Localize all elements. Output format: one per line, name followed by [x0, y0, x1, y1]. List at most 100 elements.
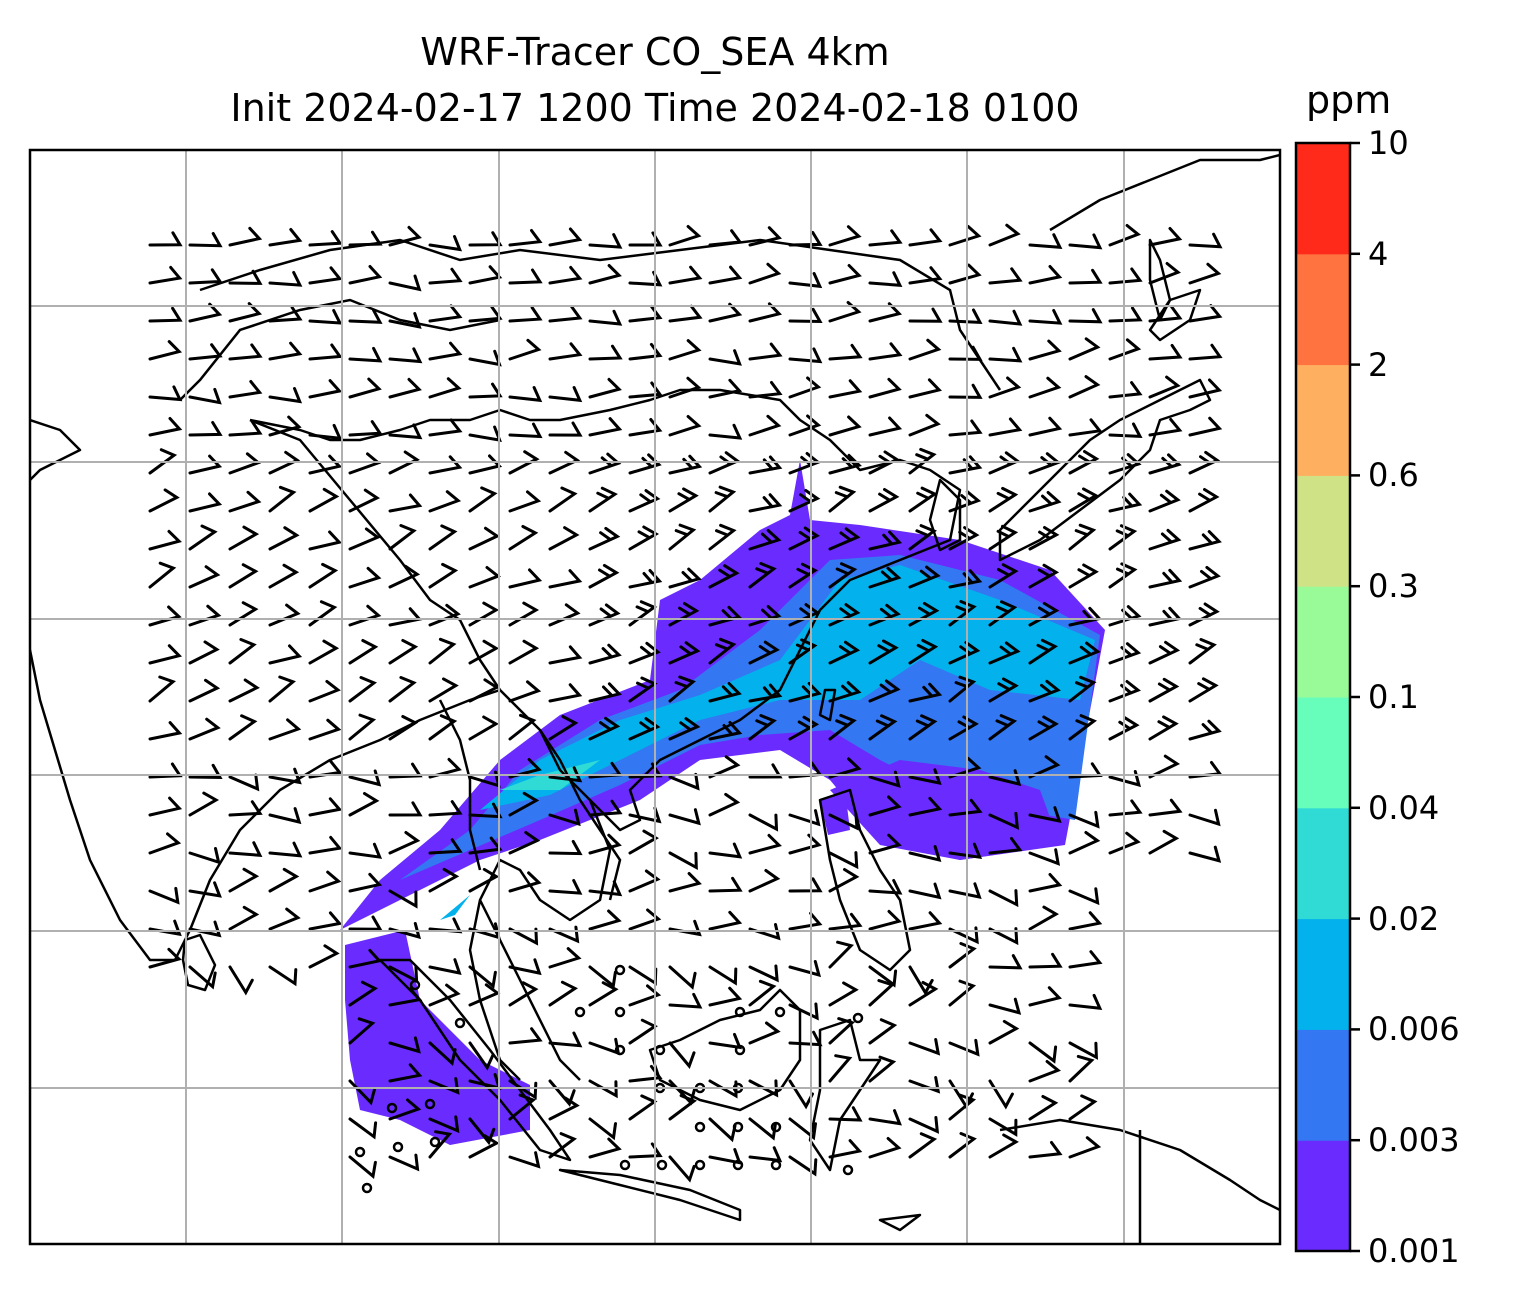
wind-barb — [308, 870, 342, 893]
wind-barb — [188, 717, 221, 741]
wind-barb — [668, 339, 702, 361]
colorbar-segment — [1296, 143, 1350, 255]
wind-barb — [1068, 714, 1097, 741]
wind-barb — [1108, 492, 1143, 513]
wind-barb — [828, 851, 859, 870]
wind-barb — [1148, 829, 1180, 855]
wind-barb — [988, 811, 1020, 830]
wind-barb — [348, 639, 379, 665]
wind-barb — [268, 563, 300, 589]
wind-barb — [508, 306, 543, 323]
wind-barb — [348, 566, 382, 589]
wind-barb — [908, 1116, 940, 1134]
wind-barb — [508, 831, 541, 855]
wind-barb — [548, 808, 581, 827]
wind-barb — [548, 569, 583, 589]
wind-barb — [428, 677, 459, 703]
wind-barb — [268, 718, 302, 741]
wind-barb — [628, 641, 661, 665]
wind-barb — [1068, 308, 1103, 324]
wind-barb — [868, 979, 896, 1007]
wind-barb — [988, 223, 1021, 247]
wind-barb — [228, 380, 263, 399]
wind-barb — [988, 417, 1023, 437]
wind-barb — [468, 1117, 496, 1146]
wind-barb — [1188, 378, 1223, 399]
coast-timor — [878, 1213, 922, 1232]
wind-barb — [348, 230, 383, 247]
wind-barb — [748, 923, 781, 941]
wind-barb — [1108, 799, 1143, 817]
wind-barb — [148, 886, 180, 905]
wind-barb — [228, 905, 260, 931]
coast-sulawesi — [808, 1018, 882, 1172]
wind-barb — [708, 423, 743, 440]
wind-barb — [1028, 265, 1063, 285]
wind-barb — [788, 1030, 823, 1047]
wind-barb — [508, 268, 543, 285]
wind-barb — [668, 225, 702, 247]
wind-barb — [1188, 719, 1222, 741]
wind-barb — [868, 679, 901, 703]
colorbar-tick-label: 0.3 — [1368, 567, 1419, 606]
wind-barb — [388, 1153, 420, 1172]
coast-japan — [998, 378, 1212, 562]
wind-barb — [1188, 232, 1223, 249]
wind-barb — [188, 268, 223, 285]
wind-barb — [828, 264, 862, 285]
wind-barb — [148, 561, 177, 589]
wind-barb — [748, 1021, 781, 1045]
wind-barb — [148, 605, 182, 627]
wind-barb — [1108, 524, 1138, 551]
wind-barb — [1028, 715, 1059, 741]
wind-barb — [748, 493, 783, 513]
wind-barb — [748, 833, 782, 855]
wind-barb — [388, 423, 423, 440]
wind-barb — [588, 1079, 618, 1099]
wind-barb — [1108, 306, 1143, 323]
wind-barb — [428, 490, 462, 513]
wind-barb — [868, 1055, 897, 1083]
wind-barb — [548, 1096, 580, 1121]
wind-barb — [348, 604, 382, 627]
wind-barb — [228, 714, 258, 741]
wind-barb — [1148, 640, 1181, 665]
wind-barb — [588, 880, 623, 897]
colorbar-segment — [1296, 697, 1350, 809]
wind-barb — [868, 639, 899, 665]
wind-barb — [788, 877, 823, 893]
wind-barb — [908, 378, 942, 399]
wind-barb — [748, 226, 782, 247]
wind-barb — [788, 1002, 819, 1021]
wind-barb — [1068, 487, 1099, 513]
wind-barb — [188, 565, 221, 589]
wind-barb — [188, 965, 217, 990]
wind-barb — [308, 423, 343, 440]
wind-barb — [1188, 677, 1219, 703]
wind-barb — [188, 847, 221, 865]
wind-barb — [948, 641, 981, 665]
wind-barb — [1028, 601, 1060, 627]
wind-barb — [588, 799, 623, 817]
wind-barb — [268, 526, 300, 551]
wind-barb — [268, 807, 302, 825]
wind-barb — [628, 829, 660, 855]
wind-barb — [788, 715, 820, 741]
wind-barb — [148, 340, 183, 361]
wind-barb — [868, 229, 903, 247]
wind-barb — [228, 601, 259, 627]
wind-barb — [868, 909, 902, 931]
wind-barb — [348, 676, 377, 703]
wind-barb — [988, 641, 1021, 665]
wind-barb — [148, 675, 176, 703]
wind-barb — [308, 911, 343, 931]
wind-barb — [1028, 848, 1061, 866]
wind-barb — [588, 264, 622, 285]
wind-barb — [748, 640, 780, 665]
wind-barb — [988, 714, 1018, 741]
coast-java — [558, 1168, 742, 1222]
wind-barb — [668, 487, 699, 513]
wind-barb — [788, 638, 818, 665]
wind-barb — [348, 346, 383, 363]
wind-barb — [988, 1117, 1018, 1137]
